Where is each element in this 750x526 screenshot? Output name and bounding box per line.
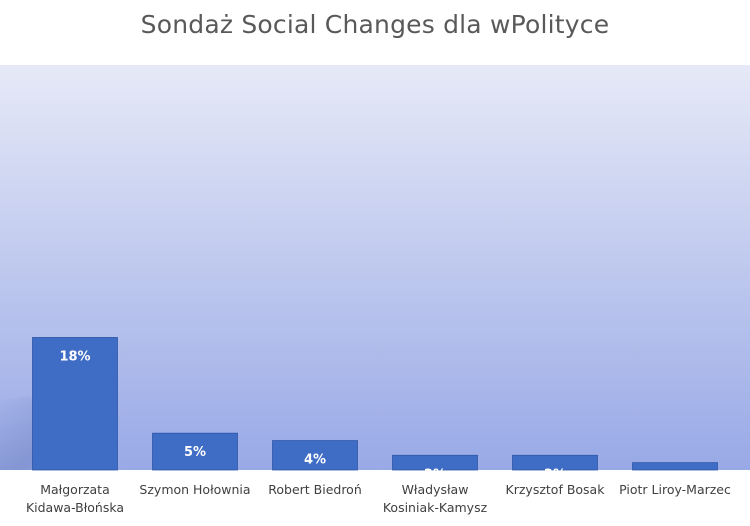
chart-title: Sondaż Social Changes dla wPolityce	[140, 10, 610, 39]
bar-5	[632, 462, 718, 471]
category-label-0: Małgorzata Kidawa-Błońska	[26, 482, 124, 515]
category-label-4: Krzysztof Bosak	[506, 482, 606, 497]
data-label-4: 2%	[544, 467, 566, 482]
category-label-5: Piotr Liroy-Marzec	[619, 482, 731, 497]
bars-layer	[32, 337, 718, 471]
plot-area	[0, 65, 750, 470]
data-label-0: 18%	[59, 349, 90, 364]
data-label-3: 2%	[424, 467, 446, 482]
bar-0	[32, 337, 118, 471]
category-label-2: Robert Biedroń	[268, 482, 362, 497]
bar-4	[512, 454, 598, 471]
category-label-3: Władysław Kosiniak-Kamysz	[383, 482, 488, 515]
data-label-5: 1%	[664, 475, 686, 490]
category-label-1: Szymon Hołownia	[139, 482, 250, 497]
data-labels-layer: 18% 5% 4% 2% 2% 1%	[59, 349, 686, 489]
bar-1	[152, 432, 238, 471]
data-label-2: 4%	[304, 453, 326, 468]
category-labels-layer: Małgorzata Kidawa-Błońska Szymon Hołownia R…	[26, 482, 731, 515]
bar-3	[392, 454, 478, 471]
bar-2	[272, 440, 358, 471]
data-label-1: 5%	[184, 445, 206, 460]
